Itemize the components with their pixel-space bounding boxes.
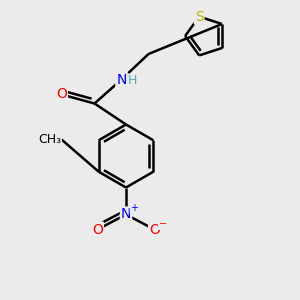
Text: +: + — [130, 203, 138, 213]
Text: O: O — [56, 88, 67, 101]
Text: O: O — [92, 223, 103, 236]
Text: CH₃: CH₃ — [38, 133, 61, 146]
Text: N: N — [121, 208, 131, 221]
Text: −: − — [159, 219, 167, 229]
Text: H: H — [128, 74, 138, 88]
Text: S: S — [195, 10, 204, 24]
Text: O: O — [149, 223, 160, 236]
Text: N: N — [116, 73, 127, 86]
